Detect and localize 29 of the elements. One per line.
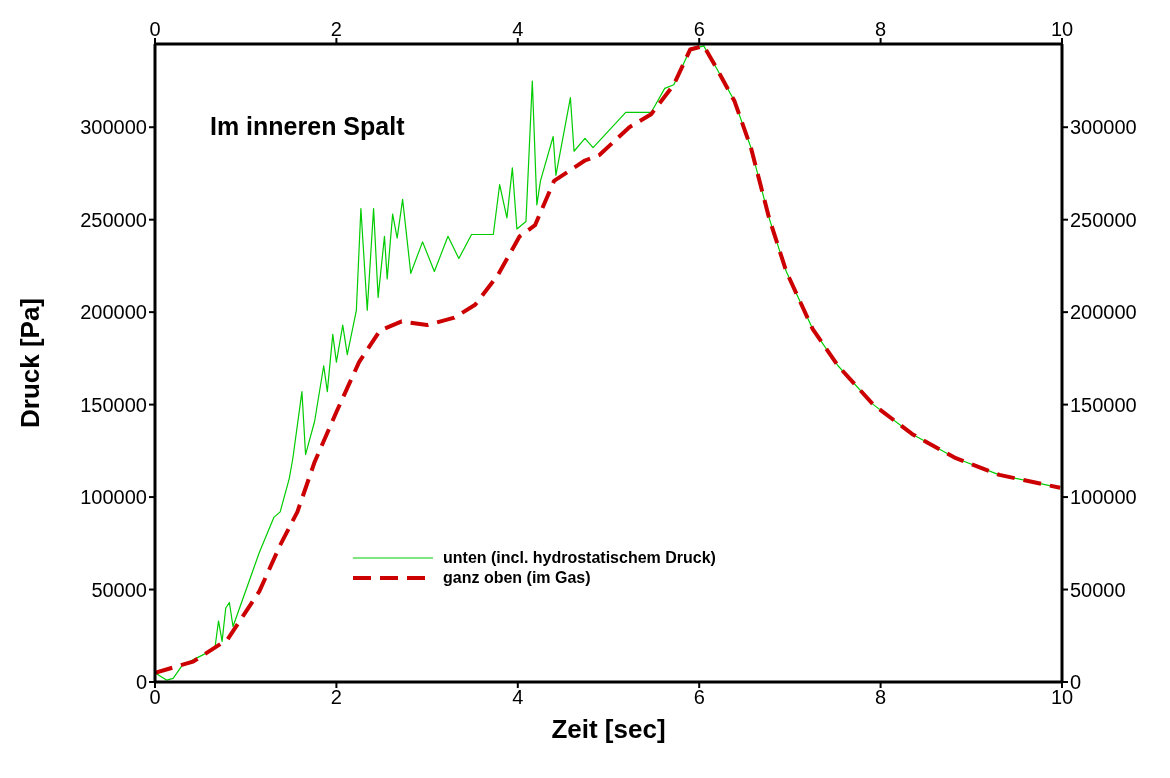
x2-tick-label: 4 bbox=[512, 686, 524, 709]
y-tick-label: 300000 bbox=[80, 116, 147, 139]
x2-tick-label: 2 bbox=[330, 686, 342, 709]
x2-tick-label: 0 bbox=[149, 686, 161, 709]
text: Im inneren Spalt bbox=[210, 112, 405, 141]
x2-tick-label: 8 bbox=[875, 686, 887, 709]
x-tick-label: 10 bbox=[1050, 18, 1074, 40]
y-tick-label: 100000 bbox=[80, 486, 147, 509]
y-tick-label: 50000 bbox=[91, 578, 147, 601]
y-tick-label: 150000 bbox=[80, 393, 147, 416]
y2-tick-label: 300000 bbox=[1070, 116, 1137, 139]
x-tick-label: 4 bbox=[512, 18, 524, 40]
x2-tick-label: 6 bbox=[693, 686, 705, 709]
y2-tick-label: 150000 bbox=[1070, 393, 1137, 416]
x-tick-label: 0 bbox=[149, 18, 161, 40]
y2-tick-label: 200000 bbox=[1070, 301, 1137, 324]
y2-tick-label: 100000 bbox=[1070, 486, 1137, 509]
y2-tick-label: 250000 bbox=[1070, 208, 1137, 231]
x-tick-label: 6 bbox=[693, 18, 705, 40]
y-tick-label: 0 bbox=[135, 671, 147, 694]
x-axis-title: Zeit [sec] bbox=[551, 714, 666, 744]
x-tick-label: 8 bbox=[875, 18, 887, 40]
legend-label: unten (incl. hydrostatischem Druck) bbox=[443, 548, 716, 568]
legend-label: ganz oben (im Gas) bbox=[443, 568, 591, 588]
x-tick-label: 2 bbox=[330, 18, 342, 40]
y-axis-title: Druck [Pa] bbox=[15, 297, 46, 429]
y-tick-label: 250000 bbox=[80, 208, 147, 231]
y2-tick-label: 50000 bbox=[1070, 578, 1126, 601]
y-tick-label: 200000 bbox=[80, 301, 147, 324]
